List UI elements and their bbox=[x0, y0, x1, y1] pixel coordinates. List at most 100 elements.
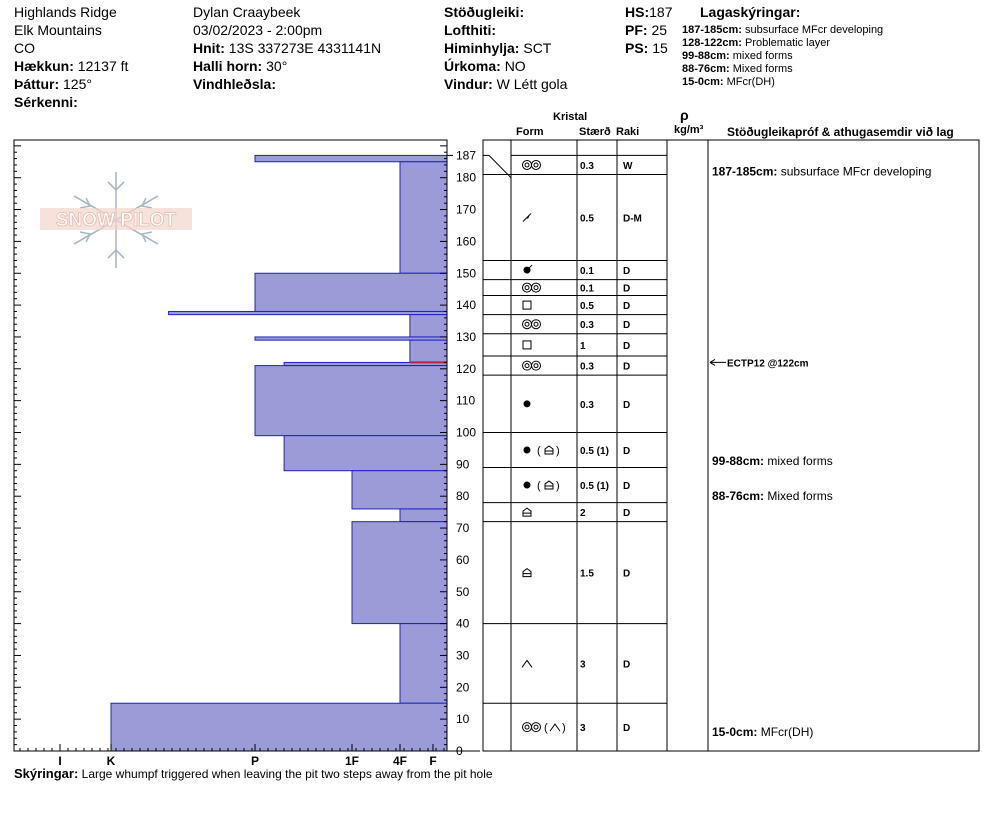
height-tick-label: 110 bbox=[456, 394, 475, 408]
mf-grain-icon bbox=[531, 319, 541, 330]
axes: 0 10 20 30 40 50 60 70 80 90 100 110 120 130 140 150 160… bbox=[13, 139, 480, 768]
hardness-bar bbox=[351, 521, 448, 625]
grain-paren: ) bbox=[556, 480, 560, 492]
sky-label: Himinhylja: bbox=[444, 40, 520, 56]
hardness-bar bbox=[254, 272, 448, 312]
mf-grain-icon bbox=[533, 724, 539, 730]
precip-label: Úrkoma: bbox=[444, 58, 501, 74]
layer-moisture: D bbox=[623, 508, 630, 519]
stability-label: Stöðugleiki: bbox=[444, 4, 525, 20]
layer-connector bbox=[483, 154, 512, 179]
layer-moisture: D bbox=[623, 284, 630, 295]
density-unit-header: kg/m³ bbox=[674, 124, 704, 136]
dh-grain-icon bbox=[544, 445, 554, 455]
hardness-bar bbox=[399, 623, 448, 704]
layer-moisture: D bbox=[623, 481, 630, 492]
comment-text: 187-185cm: subsurface MFcr developing bbox=[712, 164, 931, 178]
mf-grain-icon bbox=[522, 159, 532, 170]
layer-size: 0.3 bbox=[580, 362, 594, 373]
layer-note-text: MFcr(DH) bbox=[726, 76, 775, 88]
hardness-bar bbox=[254, 365, 448, 437]
air-temp-field: Lofthiti: bbox=[444, 22, 496, 39]
dh-grain-icon bbox=[544, 480, 554, 490]
height-tick-label: 140 bbox=[456, 298, 476, 312]
fc-grain-icon bbox=[522, 340, 532, 350]
layer-size: 0.1 bbox=[580, 284, 594, 295]
grain-paren: ) bbox=[556, 445, 560, 457]
layer-note: 99-88cm: mixed forms bbox=[682, 50, 793, 63]
hardness-bar bbox=[409, 314, 448, 338]
layer-size: 1.5 bbox=[580, 569, 594, 580]
mf-grain-icon bbox=[533, 162, 539, 168]
elevation-label: Hækkun: bbox=[14, 58, 74, 74]
slope-value: 30° bbox=[266, 58, 288, 74]
height-tick-label: 40 bbox=[456, 617, 470, 631]
im-grain-icon bbox=[525, 264, 533, 272]
grain-paren: ( bbox=[537, 445, 541, 457]
hardness-tick-label: F bbox=[429, 754, 436, 768]
layer-size: 0.1 bbox=[580, 266, 594, 277]
layer-size: 0.5 bbox=[580, 214, 594, 225]
height-tick-label: 160 bbox=[456, 234, 476, 248]
coords-value: 13S 337273E 4331141N bbox=[228, 40, 382, 56]
sky-field: Himinhylja: SCT bbox=[444, 40, 551, 57]
layer-note-range: 187-185cm: bbox=[682, 24, 742, 36]
coords-label: Hnit: bbox=[193, 40, 225, 56]
snowpilot-watermark: SNOW PILOT bbox=[40, 172, 192, 268]
layer-moisture: D bbox=[623, 659, 630, 670]
aspect-value: 125° bbox=[63, 76, 92, 92]
hardness-tick-label: P bbox=[251, 754, 259, 768]
hs-field: HS:187 bbox=[625, 4, 672, 21]
layer-comment: 15-0cm: MFcr(DH) bbox=[712, 725, 813, 739]
mf-grain-icon bbox=[522, 722, 532, 733]
layer-row: 0.1 D bbox=[483, 279, 667, 295]
layer-note: 88-76cm: Mixed forms bbox=[682, 63, 793, 76]
layer-note-range: 99-88cm: bbox=[682, 50, 730, 62]
range-name: Elk Mountains bbox=[14, 22, 102, 38]
hardness-bar bbox=[110, 702, 448, 752]
grain-paren: ( bbox=[544, 722, 548, 734]
mf-grain-icon bbox=[522, 360, 532, 371]
elevation-field: Hækkun: 12137 ft bbox=[14, 58, 128, 75]
hardness-tick-label: 1F bbox=[345, 754, 359, 768]
notes-text: Large whumpf triggered when leaving the … bbox=[81, 767, 493, 781]
layer-row: 0.1 D bbox=[483, 260, 667, 277]
mf-grain-icon bbox=[531, 722, 541, 733]
comment-body: Mixed forms bbox=[767, 489, 832, 503]
height-tick-label: 70 bbox=[456, 521, 470, 535]
hardness-bar bbox=[254, 154, 448, 163]
layer-note-range: 15-0cm: bbox=[682, 76, 724, 88]
stability-field: Stöðugleiki: bbox=[444, 4, 524, 21]
aspect-field: Þáttur: 125° bbox=[14, 76, 92, 93]
height-tick-label: 187 bbox=[456, 148, 476, 162]
comment-text: 88-76cm: Mixed forms bbox=[712, 489, 833, 503]
mf-grain-icon bbox=[524, 724, 530, 730]
rg-grain-icon bbox=[523, 446, 531, 454]
state-name: CO bbox=[14, 40, 35, 56]
wind-field: Vindur: W Létt gola bbox=[444, 76, 567, 93]
dh-grain-icon bbox=[522, 568, 532, 578]
hardness-bar bbox=[283, 435, 448, 472]
layer-moisture: D bbox=[623, 569, 630, 580]
notes-label: Skýringar: bbox=[14, 766, 79, 781]
layer-note-range: 88-76cm: bbox=[682, 63, 730, 75]
mf-grain-icon bbox=[524, 321, 530, 327]
comment-range: 99-88cm: bbox=[712, 454, 767, 468]
layer-comment: 187-185cm: subsurface MFcr developing bbox=[712, 164, 931, 178]
height-tick-label: 120 bbox=[456, 362, 476, 376]
height-tick-label: 10 bbox=[456, 712, 470, 726]
mf-grain-icon bbox=[533, 321, 539, 327]
dh-grain-icon bbox=[522, 507, 532, 517]
aspect-label: Þáttur: bbox=[14, 76, 60, 92]
layer-comment: 88-76cm: Mixed forms bbox=[712, 489, 833, 503]
wind-value: W Létt gola bbox=[496, 76, 568, 92]
layer-row: 1.5 D bbox=[483, 521, 667, 580]
comment-text: 15-0cm: MFcr(DH) bbox=[712, 725, 813, 739]
hardness-profile bbox=[110, 154, 448, 752]
layer-note: 15-0cm: MFcr(DH) bbox=[682, 76, 775, 89]
notes-field: Skýringar: Large whumpf triggered when l… bbox=[14, 766, 493, 781]
